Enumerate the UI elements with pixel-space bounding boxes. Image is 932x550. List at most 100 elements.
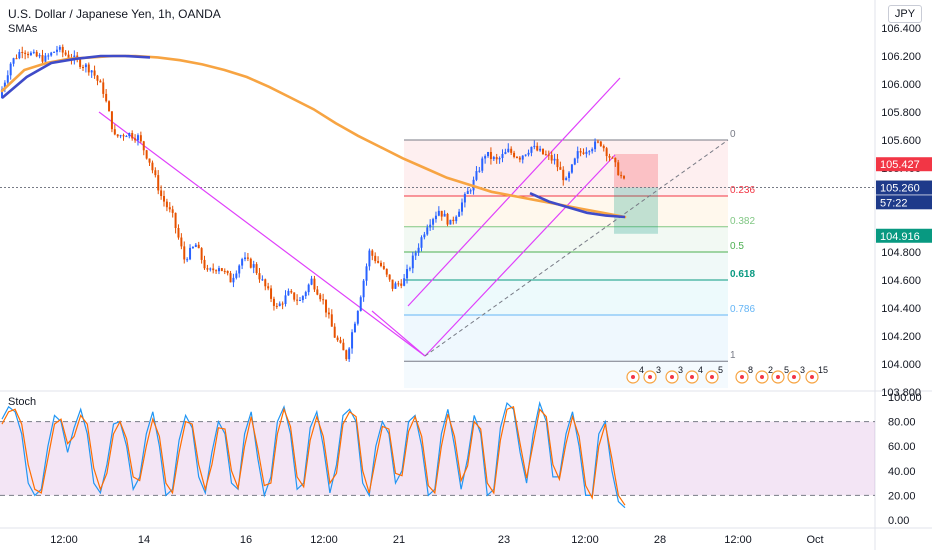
candle-body: [455, 216, 458, 222]
candle-body: [426, 227, 429, 235]
price-badge-label: 104.916: [880, 231, 920, 243]
candle-body: [582, 152, 585, 154]
candle-body: [452, 219, 455, 222]
candle-body: [67, 54, 70, 59]
stoch-tick-label: 20.00: [888, 490, 916, 502]
candle-body: [96, 75, 99, 81]
time-tick-label: 12:00: [724, 534, 752, 546]
event-marker-dot: [710, 375, 714, 379]
candle-body: [197, 244, 200, 249]
candle-body: [513, 152, 516, 157]
price-tick-label: 106.400: [881, 23, 921, 35]
candle-body: [232, 277, 235, 283]
fib-zone: [404, 280, 728, 315]
event-count: 5: [718, 365, 723, 375]
candle-body: [296, 299, 299, 301]
time-tick-label: 12:00: [571, 534, 599, 546]
stop-loss-zone: [614, 154, 658, 188]
event-marker-dot: [760, 375, 764, 379]
fib-level-label: 0.236: [730, 185, 755, 196]
candle-body: [278, 303, 281, 306]
event-count: 5: [784, 365, 789, 375]
event-count: 4: [698, 365, 703, 375]
candle-body: [510, 148, 513, 153]
candle-body: [388, 274, 391, 280]
candle-body: [541, 148, 544, 155]
candle-body: [420, 237, 423, 248]
candle-body: [122, 135, 125, 137]
candle-body: [212, 268, 215, 271]
price-badge: [876, 228, 932, 243]
price-badge: [876, 157, 932, 172]
candle-body: [348, 348, 351, 360]
candle-body: [3, 82, 6, 90]
candle-body: [131, 133, 134, 139]
candle-body: [258, 273, 261, 280]
candle-body: [116, 134, 119, 137]
candle-body: [533, 145, 536, 147]
candle-body: [458, 211, 461, 217]
candle-body: [605, 148, 608, 157]
candle-body: [400, 283, 403, 286]
candle-body: [550, 155, 553, 161]
price-badge-label: 57:22: [880, 197, 908, 209]
candle-body: [562, 169, 565, 181]
candle-body: [521, 155, 524, 160]
price-tick-label: 104.800: [881, 247, 921, 259]
candle-body: [484, 156, 487, 159]
candle-body: [570, 164, 573, 173]
candle-body: [206, 268, 209, 270]
candle-body: [12, 58, 15, 64]
candle-body: [498, 158, 501, 160]
candle-body: [215, 270, 218, 272]
candle-body: [446, 213, 449, 225]
stoch-tick-label: 40.00: [888, 466, 916, 478]
candle-body: [568, 172, 571, 178]
candle-body: [353, 323, 356, 333]
candle-body: [272, 298, 275, 306]
candle-body: [475, 171, 478, 180]
currency-selector[interactable]: JPY: [888, 5, 922, 23]
candle-body: [611, 157, 614, 159]
candle-body: [200, 248, 203, 260]
candle-body: [460, 202, 463, 212]
candle-body: [544, 154, 547, 156]
candle-body: [307, 284, 310, 293]
candle-body: [397, 283, 400, 285]
candle-body: [44, 55, 47, 62]
fib-zone: [404, 140, 728, 196]
event-marker-dot: [690, 375, 694, 379]
candle-body: [281, 303, 284, 305]
candle-body: [579, 151, 582, 153]
candle-body: [371, 250, 374, 256]
candle-body: [547, 154, 550, 156]
candle-body: [530, 146, 533, 153]
candle-body: [293, 292, 296, 300]
event-count: 4: [639, 365, 644, 375]
candle-body: [136, 135, 139, 141]
candle-body: [345, 350, 348, 360]
stoch-tick-label: 100.00: [888, 392, 922, 404]
stoch-d-line: [1, 405, 626, 506]
candle-body: [336, 337, 339, 341]
candle-body: [440, 210, 443, 217]
candle-body: [391, 279, 394, 289]
price-tick-label: 105.600: [881, 135, 921, 147]
candle-body: [223, 270, 226, 272]
price-tick-label: 106.000: [881, 79, 921, 91]
candle-body: [142, 141, 145, 151]
sma-fast-line-right: [529, 192, 626, 219]
price-badge: [876, 195, 932, 210]
event-count: 3: [678, 365, 683, 375]
candle-body: [203, 259, 206, 269]
candle-body: [64, 52, 67, 55]
candle-body: [478, 170, 481, 172]
price-tick-label: 104.000: [881, 359, 921, 371]
candle-body: [9, 63, 12, 76]
candle-body: [24, 52, 27, 54]
price-badge-label: 105.427: [880, 159, 920, 171]
candle-body: [585, 151, 588, 154]
candle-body: [333, 326, 336, 338]
time-tick-label: 28: [654, 534, 666, 546]
